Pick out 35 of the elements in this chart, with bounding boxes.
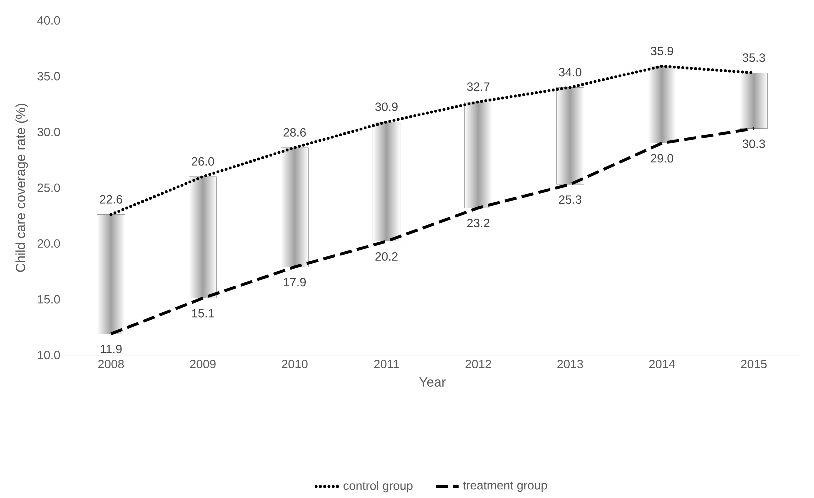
x-tick-label: 2008 — [98, 360, 124, 369]
data-label: 26.0 — [192, 157, 214, 166]
data-label: 34.0 — [559, 68, 582, 77]
data-label: 15.1 — [192, 309, 214, 318]
y-tick-label: 30.0 — [38, 128, 60, 136]
data-label: 35.9 — [651, 46, 674, 56]
data-label: 11.9 — [100, 345, 122, 354]
y-tick-label: 40.0 — [38, 16, 60, 25]
data-label: 23.2 — [468, 218, 490, 228]
data-label: 22.6 — [100, 195, 122, 204]
x-tick-label: 2011 — [374, 360, 400, 369]
x-tick-label: 2012 — [466, 360, 492, 369]
data-label: 25.3 — [559, 196, 582, 204]
x-tick-label: 2010 — [282, 360, 308, 369]
data-label: 30.9 — [376, 102, 398, 112]
legend-label: control group — [344, 481, 413, 493]
y-tick-label: 10.0 — [38, 351, 60, 360]
x-tick-label: 2014 — [650, 360, 676, 369]
y-tick-label: 15.0 — [38, 295, 60, 304]
data-label: 35.3 — [742, 54, 766, 62]
y-axis-title: Child care coverage rate (%) — [16, 104, 28, 272]
y-tick-label: 35.0 — [38, 72, 60, 81]
legend-label: treatment group — [463, 482, 548, 492]
x-axis-title: Year — [419, 378, 446, 387]
x-tick-label: 2013 — [558, 360, 584, 369]
x-tick-label: 2015 — [741, 360, 767, 369]
data-label: 20.2 — [376, 252, 398, 261]
data-label: 17.9 — [284, 278, 306, 287]
x-tick-label: 2009 — [190, 360, 216, 369]
data-label: 32.7 — [467, 82, 490, 92]
y-tick-label: 20.0 — [38, 240, 60, 248]
data-label: 29.0 — [651, 154, 674, 163]
data-label: 30.3 — [742, 140, 766, 148]
y-tick-label: 25.0 — [38, 184, 60, 192]
data-label: 28.6 — [284, 128, 306, 137]
